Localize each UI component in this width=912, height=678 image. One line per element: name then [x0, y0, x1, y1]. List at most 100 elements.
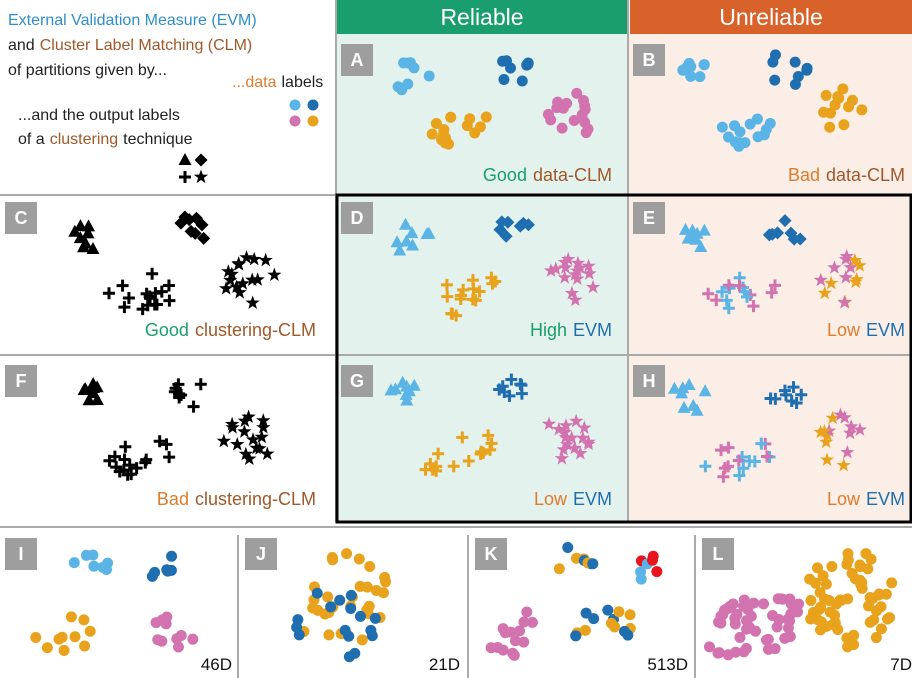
caption-subject: EVM [572, 489, 612, 509]
plus [454, 289, 467, 302]
dot [307, 99, 319, 111]
caption-qualifier: Low [826, 489, 860, 509]
caption: Bad data-CLM [788, 165, 905, 186]
dot [609, 621, 621, 633]
dot [408, 62, 420, 74]
dot [837, 83, 849, 95]
dot [823, 594, 835, 606]
plus [760, 450, 773, 463]
dot [442, 138, 454, 150]
dot [698, 59, 710, 71]
panel-letter: D [341, 202, 373, 234]
star [842, 425, 858, 440]
unreliable-header: Unreliable [630, 0, 912, 34]
dot [322, 591, 334, 603]
dot [744, 118, 756, 130]
caption: Low EVM [827, 320, 905, 341]
text: ...and the output labels [18, 107, 180, 124]
caption-qualifier: Bad [156, 489, 189, 509]
dot [307, 602, 319, 614]
panel-letter: I [5, 538, 37, 570]
plus [116, 279, 129, 292]
star [541, 416, 557, 431]
diamond [793, 232, 807, 246]
dot [354, 610, 366, 622]
dot [166, 550, 178, 562]
dot [423, 70, 435, 82]
dot [882, 613, 894, 625]
plus [765, 286, 778, 299]
star [242, 451, 257, 465]
plus [148, 298, 161, 311]
dot [820, 89, 832, 101]
dot [69, 631, 81, 643]
dot [842, 641, 854, 653]
dot [516, 75, 528, 87]
plus [163, 451, 176, 464]
dot [289, 99, 301, 111]
star [817, 423, 832, 438]
intro-line: and Cluster Label Matching (CLM) [8, 37, 252, 55]
star [219, 281, 234, 295]
dot [570, 630, 582, 642]
plus [466, 274, 479, 287]
caption-qualifier: High [529, 320, 567, 340]
dot [323, 629, 335, 641]
star [554, 451, 569, 465]
dot [801, 64, 813, 76]
star [551, 421, 566, 436]
dot [849, 573, 861, 585]
plus [456, 431, 469, 444]
dot [782, 622, 794, 634]
triangle [68, 224, 82, 237]
dot [380, 576, 392, 588]
plus [103, 287, 116, 300]
dot [553, 563, 565, 575]
panel-letter: H [633, 365, 665, 397]
dot [771, 621, 783, 633]
triangle [677, 400, 691, 413]
panel-letter: J [245, 538, 277, 570]
panel-letter: C [5, 202, 37, 234]
dimension: 7D [890, 655, 912, 674]
highlight-box [335, 193, 912, 524]
star [238, 446, 253, 461]
star [232, 285, 247, 299]
star [564, 430, 579, 445]
plus [482, 429, 495, 442]
dot [378, 587, 390, 599]
plus [503, 389, 516, 402]
dot [65, 611, 77, 623]
star [568, 292, 583, 307]
star [585, 279, 601, 294]
dot [729, 120, 741, 132]
star [839, 248, 854, 263]
dot [522, 57, 534, 69]
plus [737, 462, 750, 475]
star [825, 410, 840, 425]
dot [369, 612, 381, 624]
star [836, 457, 851, 472]
dot [497, 55, 509, 67]
dot [474, 121, 486, 133]
star [557, 270, 572, 284]
dot [84, 625, 96, 637]
triangle [399, 387, 413, 400]
star [245, 295, 260, 309]
plus [748, 455, 761, 468]
plus [123, 459, 136, 472]
dot [715, 617, 727, 629]
plus [779, 388, 792, 401]
plus [722, 441, 735, 454]
dot [824, 121, 836, 133]
dot [343, 651, 355, 663]
dot [345, 603, 357, 615]
dot [339, 624, 351, 636]
caption: Good data-CLM [483, 165, 612, 186]
star [252, 441, 267, 455]
dot [812, 562, 824, 574]
star [225, 416, 240, 431]
caption-qualifier: Bad [787, 165, 820, 185]
star [827, 260, 842, 274]
